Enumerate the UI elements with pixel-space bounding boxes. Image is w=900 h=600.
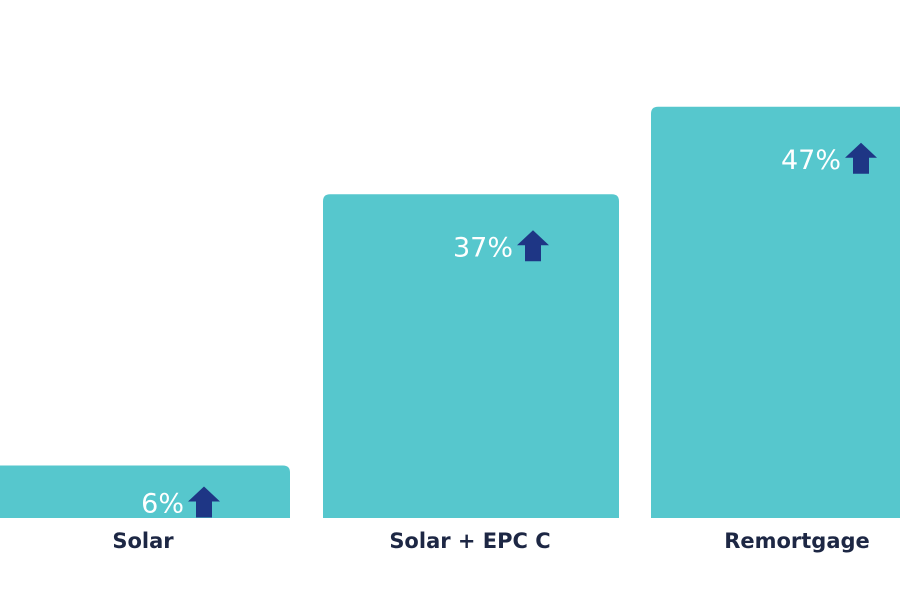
bar-solar [0, 465, 290, 518]
bar-remortgage [651, 106, 900, 518]
bar-solar-epc-c [323, 194, 619, 518]
arrow-up-icon [845, 142, 877, 174]
value-label: 47% [781, 145, 841, 176]
category-label: Solar + EPC C [389, 529, 550, 553]
value-label: 6% [141, 489, 184, 520]
arrow-up-icon [188, 486, 220, 518]
category-label: Remortgage [724, 529, 870, 553]
labels-layer: 6% Solar 37% Solar + EPC C 47% Remortgage [112, 142, 877, 553]
category-label: Solar [112, 529, 174, 553]
bars-layer [0, 106, 900, 518]
arrow-up-icon [517, 230, 549, 262]
value-label: 37% [453, 232, 513, 263]
